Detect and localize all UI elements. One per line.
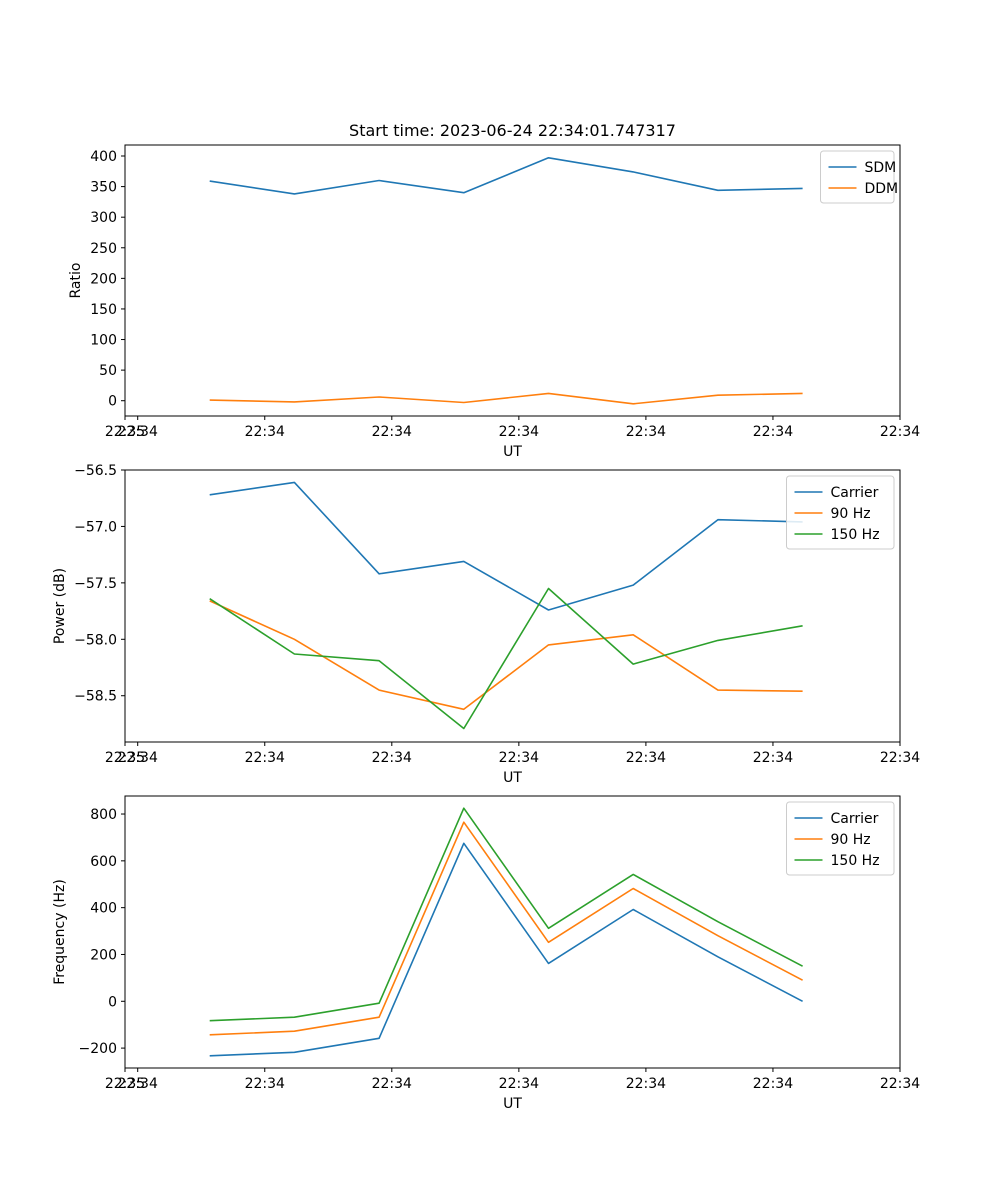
axes-frame: [124, 469, 901, 743]
chart-title: Start time: 2023-06-24 22:34:01.747317: [349, 121, 676, 140]
x-tick-label: 22:34: [372, 1076, 412, 1092]
y-tick-label: 0: [108, 394, 117, 410]
series-line-150-hz: [209, 587, 803, 730]
legend-box: [820, 150, 895, 204]
y-tick-label: −57.5: [74, 576, 117, 592]
x-tick-label: 22:34: [753, 1076, 793, 1092]
y-tick-label: −57.0: [74, 519, 117, 535]
x-tick-label: 22:35: [105, 750, 145, 766]
x-tick-label: 22:34: [626, 750, 666, 766]
x-tick-label: 22:34: [499, 424, 539, 440]
y-tick-label: 600: [90, 854, 117, 870]
x-tick-label: 22:34: [880, 424, 920, 440]
y-tick-label: −58.5: [74, 689, 117, 705]
subplot-1: Start time: 2023-06-24 22:34:01.747317 22…: [68, 121, 920, 460]
series-line-90-hz: [209, 600, 803, 711]
x-axis-label: UT: [503, 1096, 522, 1112]
legend: SDM DDM: [820, 150, 899, 204]
legend: Carrier 90 Hz 150 Hz: [786, 475, 895, 550]
x-axis-label: UT: [503, 770, 522, 786]
legend-label: DDM: [865, 181, 899, 197]
x-tick-label: 22:34: [880, 1076, 920, 1092]
y-axis-label: Frequency (Hz): [52, 879, 68, 985]
y-tick-label: 800: [90, 807, 117, 823]
x-tick-label: 22:34: [499, 750, 539, 766]
x-tick-label: 22:34: [626, 424, 666, 440]
y-axis-label: Ratio: [68, 263, 84, 299]
y-tick-label: 400: [90, 901, 117, 917]
y-tick-label: −200: [79, 1041, 117, 1057]
x-tick-label: 22:34: [626, 1076, 666, 1092]
x-tick-label: 22:34: [372, 750, 412, 766]
y-tick-label: 200: [90, 271, 117, 287]
x-tick-label: 22:34: [880, 750, 920, 766]
x-tick-label: 22:34: [118, 424, 158, 440]
y-tick-label: 250: [90, 241, 117, 257]
y-tick-label: 50: [99, 363, 117, 379]
legend-label: Carrier: [831, 485, 879, 501]
x-tick-label: 22:35: [105, 424, 145, 440]
y-tick-label: 400: [90, 149, 117, 165]
legend-label: 90 Hz: [831, 832, 871, 848]
series-line-carrier: [209, 481, 803, 611]
legend: Carrier 90 Hz 150 Hz: [786, 801, 895, 876]
y-tick-label: −56.5: [74, 463, 117, 479]
legend-label: SDM: [865, 160, 897, 176]
series-line-carrier: [209, 842, 803, 1057]
x-axis-label: UT: [503, 444, 522, 460]
x-tick-label: 22:34: [372, 424, 412, 440]
legend-box: [786, 475, 895, 550]
x-tick-label: 22:34: [753, 424, 793, 440]
x-tick-label: 22:34: [245, 424, 285, 440]
axes-frame: [124, 144, 901, 417]
y-tick-label: 350: [90, 180, 117, 196]
x-tick-label: 22:34: [753, 750, 793, 766]
y-tick-label: 300: [90, 210, 117, 226]
x-tick-label: 22:34: [245, 750, 285, 766]
x-tick-label: 22:34: [245, 1076, 285, 1092]
y-axis-label: Power (dB): [52, 568, 68, 644]
axes-frame: [124, 795, 901, 1069]
y-tick-label: −58.0: [74, 632, 117, 648]
legend-label: Carrier: [831, 811, 879, 827]
y-tick-label: 0: [108, 994, 117, 1010]
subplot-3: 22:34 22:34 22:34 22:34 22:34 22:34 22:3422:35…: [52, 795, 920, 1112]
y-tick-label: 100: [90, 333, 117, 349]
x-tick-label: 22:35: [105, 1076, 145, 1092]
legend-label: 90 Hz: [831, 506, 871, 522]
legend-label: 150 Hz: [831, 853, 880, 869]
x-tick-label: 22:34: [118, 750, 158, 766]
y-tick-label: 150: [90, 302, 117, 318]
y-tick-label: 200: [90, 947, 117, 963]
series-line-90-hz: [209, 821, 803, 1036]
legend-box: [786, 801, 895, 876]
x-tick-label: 22:34: [118, 1076, 158, 1092]
legend-label: 150 Hz: [831, 527, 880, 543]
subplot-2: 22:34 22:34 22:34 22:34 22:34 22:34 22:3422:35…: [52, 463, 920, 786]
series-line-sdm: [209, 157, 803, 195]
x-tick-label: 22:34: [499, 1076, 539, 1092]
series-line-150-hz: [209, 807, 803, 1022]
series-line-ddm: [209, 392, 803, 405]
